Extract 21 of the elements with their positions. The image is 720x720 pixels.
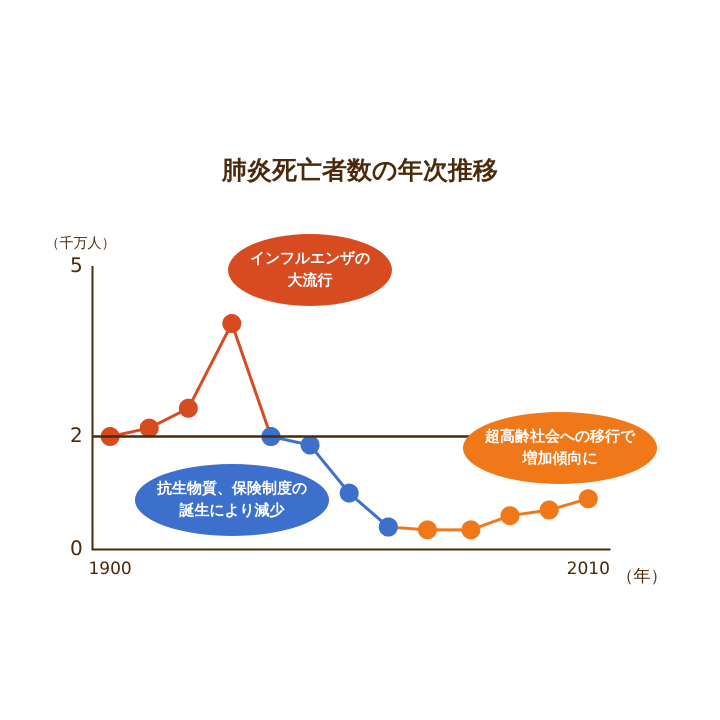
point xyxy=(222,314,242,334)
point xyxy=(340,484,359,503)
point xyxy=(300,436,320,455)
annotation: 抗生物質、保険制度の誕生により減少 xyxy=(156,478,307,519)
y-tick-label: 5 xyxy=(70,253,83,278)
annotation: 超高齢社会への移行で増加傾向に xyxy=(484,426,636,467)
x-tick-label: 2010 xyxy=(566,559,610,580)
point xyxy=(140,418,159,438)
x-tick-label: 1900 xyxy=(88,559,132,580)
y-axis-title: （千万人） xyxy=(46,236,116,252)
point xyxy=(418,520,437,540)
point xyxy=(461,520,480,540)
chart-title: 肺炎死亡者数の年次推移 xyxy=(221,156,498,184)
y-tick-label: 2 xyxy=(70,422,83,447)
annotation: インフルエンザの大流行 xyxy=(250,248,370,289)
point xyxy=(578,489,598,508)
point xyxy=(540,500,559,520)
point xyxy=(500,506,520,526)
point xyxy=(178,398,198,418)
x-axis-title: （年） xyxy=(616,566,668,586)
y-tick-label: 0 xyxy=(70,536,83,560)
